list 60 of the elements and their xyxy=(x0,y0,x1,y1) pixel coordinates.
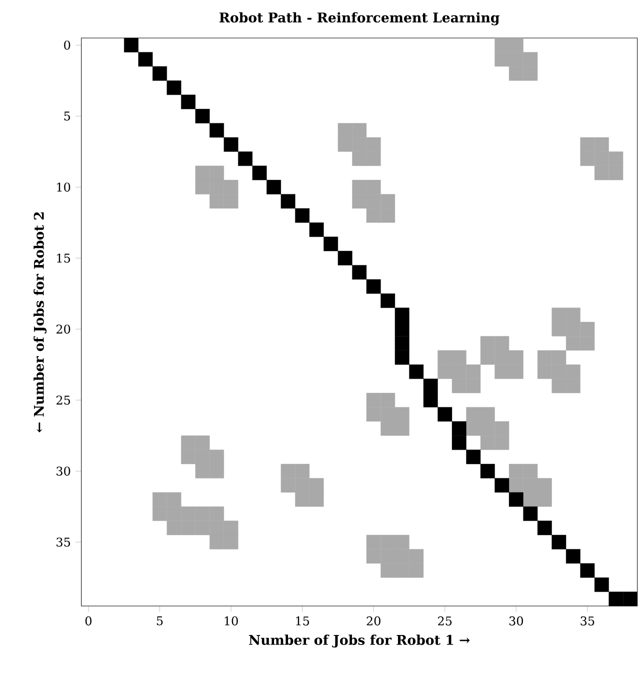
point xyxy=(138,52,153,67)
y-tick-label: 15 xyxy=(57,254,70,263)
y-tick-label: 0 xyxy=(64,40,70,50)
point xyxy=(622,592,638,606)
point xyxy=(352,265,367,280)
point xyxy=(466,450,481,464)
point xyxy=(523,506,538,521)
y-tick-label: 20 xyxy=(56,324,70,334)
x-tick-label: 5 xyxy=(156,616,163,626)
point xyxy=(438,407,452,422)
y-tick-label: 35 xyxy=(56,538,70,547)
point xyxy=(423,378,438,394)
x-tick-label: 10 xyxy=(224,616,238,626)
x-tick-label: 30 xyxy=(509,616,523,626)
point xyxy=(566,549,580,564)
x-axis-title: Number of Jobs for Robot 1 → xyxy=(249,634,470,648)
x-tick-label: 35 xyxy=(580,616,594,626)
point xyxy=(280,194,296,209)
point xyxy=(166,80,182,95)
y-tick-label: 10 xyxy=(57,182,70,192)
point xyxy=(309,222,324,237)
point xyxy=(552,534,566,550)
x-tick-label: 20 xyxy=(366,616,380,626)
point xyxy=(124,38,138,52)
x-tick-label: 0 xyxy=(85,616,92,626)
point xyxy=(210,123,224,138)
point xyxy=(394,350,410,365)
point xyxy=(409,364,424,379)
point xyxy=(252,166,267,180)
x-tick-label: 15 xyxy=(296,616,310,626)
point xyxy=(580,563,595,578)
point xyxy=(238,152,252,166)
point xyxy=(195,108,210,124)
point xyxy=(380,294,396,308)
point xyxy=(295,208,310,223)
point xyxy=(594,577,609,592)
point xyxy=(152,66,167,81)
point xyxy=(338,250,352,266)
point xyxy=(366,279,381,294)
y-axis-title: ← Number of Jobs for Robot 2 xyxy=(34,212,47,432)
point xyxy=(181,94,196,110)
point xyxy=(324,236,338,252)
point xyxy=(537,520,552,536)
chart-title: Robot Path - Reinforcement Learning xyxy=(219,12,500,26)
y-tick-label: 30 xyxy=(56,466,70,476)
point xyxy=(266,180,281,194)
point xyxy=(508,492,524,507)
point xyxy=(494,478,510,493)
point xyxy=(480,464,495,478)
x-tick-label: 25 xyxy=(438,616,452,626)
point xyxy=(224,137,238,152)
y-tick-label: 5 xyxy=(64,112,70,121)
point xyxy=(452,421,466,436)
point xyxy=(394,336,410,351)
point xyxy=(394,308,410,322)
point xyxy=(452,435,466,450)
point xyxy=(608,592,624,606)
y-tick-label: 25 xyxy=(56,396,70,405)
point xyxy=(394,322,410,336)
point xyxy=(423,392,438,408)
